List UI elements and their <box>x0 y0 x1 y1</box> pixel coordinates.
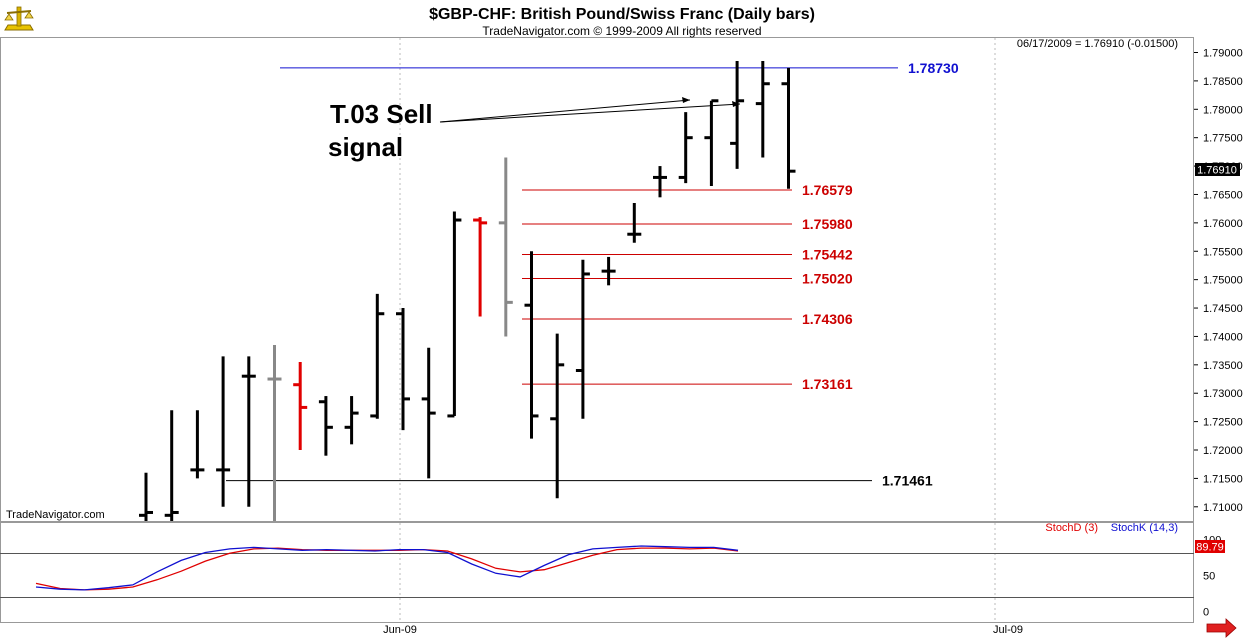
annotation-arrow-1 <box>439 99 691 123</box>
y-tick-label: 1.77500 <box>1203 133 1243 145</box>
price-y-axis: 1.71000 1.71500 1.72000 1.72500 1.73000 1.735… <box>1194 48 1243 514</box>
grid <box>399 38 996 620</box>
annotation-line-1: T.03 Sell <box>330 99 433 129</box>
ohlc-bar <box>781 67 796 189</box>
ohlc-bar <box>498 157 513 337</box>
ohlc-bar <box>755 61 770 158</box>
ohlc-bar <box>421 347 436 479</box>
sell-signal-annotation: T.03 Sell signal <box>328 97 741 162</box>
ohlc-bar <box>678 112 693 184</box>
x-tick-label: Jul-09 <box>993 624 1023 636</box>
y-tick-label: 1.71000 <box>1203 502 1243 514</box>
level-lines: 1.78730 1.76579 1.75980 1.75442 1.75020 1.743… <box>226 60 959 489</box>
ohlc-bar <box>601 256 616 286</box>
logo-scale-icon <box>4 6 34 31</box>
ohlc-bar <box>344 396 359 445</box>
stoch-tick-label: 50 <box>1203 571 1215 583</box>
chart-title: $GBP-CHF: British Pound/Swiss Franc (Dai… <box>429 6 815 23</box>
ohlc-bar <box>370 293 385 419</box>
ohlc-bar <box>704 99 719 186</box>
ohlc-bar <box>550 333 565 499</box>
last-price-label: 1.76910 <box>1197 165 1237 177</box>
ohlc-bar <box>627 202 642 243</box>
ohlc-bar <box>396 308 410 431</box>
ohlc-bar <box>267 344 282 521</box>
last-info-text: 06/17/2009 = 1.76910 (-0.01500) <box>1017 38 1178 50</box>
level-label: 1.75980 <box>802 216 853 232</box>
ohlc-bar <box>447 211 462 418</box>
stoch-series-line <box>35 545 739 591</box>
last-price-marker: 1.76910 <box>1195 163 1240 177</box>
y-tick-label: 1.76000 <box>1203 218 1243 230</box>
y-tick-label: 1.72500 <box>1203 417 1243 429</box>
x-tick-label: Jun-09 <box>383 624 417 636</box>
y-tick-label: 1.74000 <box>1203 331 1243 343</box>
y-tick-label: 1.78000 <box>1203 104 1243 116</box>
ohlc-bar <box>216 356 231 507</box>
ohlc-bars <box>139 61 796 521</box>
stoch-tick-label: 0 <box>1203 607 1209 619</box>
annotation-arrow-2 <box>439 103 741 123</box>
stochastic-lines <box>0 545 1194 598</box>
ohlc-bar <box>730 61 745 169</box>
legend-stochd: StochD (3) <box>1045 522 1098 534</box>
ohlc-bar <box>139 472 153 521</box>
stoch-legend: StochD (3) StochK (14,3) <box>1045 522 1178 534</box>
legend-stochk: StochK (14,3) <box>1111 522 1178 534</box>
y-tick-label: 1.74500 <box>1203 303 1243 315</box>
level-label: 1.78730 <box>908 60 959 76</box>
annotation-line-2: signal <box>328 132 403 162</box>
scroll-right-arrow-icon[interactable] <box>1206 618 1237 638</box>
watermark-text: TradeNavigator.com <box>6 509 105 521</box>
ohlc-bar <box>164 410 179 521</box>
ohlc-bar <box>575 259 590 419</box>
ohlc-bar <box>241 356 256 507</box>
price-panel-frame <box>0 37 1194 522</box>
ohlc-bar <box>190 410 205 479</box>
level-label: 1.74306 <box>802 311 853 327</box>
y-tick-label: 1.75000 <box>1203 275 1243 287</box>
level-label: 1.76579 <box>802 182 853 198</box>
stoch-last-label: 89.79 <box>1196 542 1224 554</box>
y-tick-label: 1.72000 <box>1203 445 1243 457</box>
ohlc-bar <box>318 396 333 456</box>
x-axis: Jun-09 Jul-09 <box>383 624 1023 636</box>
ohlc-bar <box>653 166 667 198</box>
level-label: 1.71461 <box>882 473 933 489</box>
copyright-text: TradeNavigator.com © 1999-2009 All right… <box>482 24 761 38</box>
y-tick-label: 1.78500 <box>1203 76 1243 88</box>
y-tick-label: 1.73000 <box>1203 388 1243 400</box>
ohlc-bar <box>473 217 488 317</box>
y-tick-label: 1.73500 <box>1203 360 1243 372</box>
y-tick-label: 1.71500 <box>1203 473 1243 485</box>
ohlc-bar <box>524 251 539 439</box>
y-tick-label: 1.75500 <box>1203 246 1243 258</box>
y-tick-label: 1.79000 <box>1203 48 1243 60</box>
y-tick-label: 1.76500 <box>1203 189 1243 201</box>
level-label: 1.75442 <box>802 247 853 263</box>
annotation-arrowhead-2 <box>732 101 740 107</box>
stoch-last-marker: 89.79 <box>1195 540 1225 554</box>
level-label: 1.75020 <box>802 271 853 287</box>
annotation-arrowhead-1 <box>682 97 690 103</box>
level-label: 1.73161 <box>802 376 853 392</box>
ohlc-bar <box>293 361 308 451</box>
